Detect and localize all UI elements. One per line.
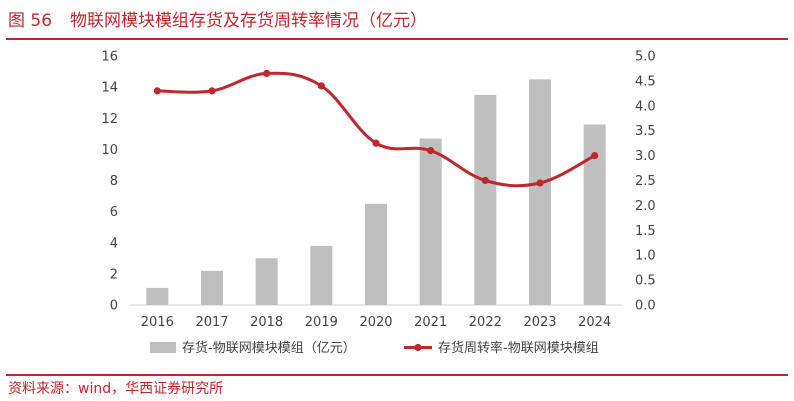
- turnover-point: [153, 87, 161, 95]
- turnover-point: [372, 139, 380, 147]
- y-right-tick-label: 1.0: [635, 249, 656, 264]
- inventory-bar: [146, 287, 169, 305]
- y-left-tick-label: 12: [101, 112, 118, 127]
- y-right-tick-label: 4.5: [635, 74, 656, 89]
- y-right-tick-label: 0.5: [635, 274, 656, 289]
- y-left-tick-label: 14: [101, 81, 118, 96]
- inventory-bar: [201, 270, 223, 305]
- y-left-tick-label: 8: [110, 174, 118, 189]
- x-tick-label: 2024: [578, 315, 611, 330]
- y-right-tick-label: 1.5: [635, 224, 656, 239]
- figure-number: 图 56: [8, 11, 53, 31]
- y-left-tick-label: 4: [110, 236, 118, 251]
- inventory-bar: [365, 203, 387, 305]
- y-right-tick-label: 3.0: [635, 149, 656, 164]
- figure-title: 图 56 物联网模块模组存货及存货周转率情况（亿元）: [8, 6, 427, 31]
- y-right-tick-label: 3.5: [635, 124, 656, 139]
- legend-line-label: 存货周转率-物联网模块模组: [438, 340, 599, 356]
- legend-line-marker: [414, 343, 422, 352]
- y-left-tick-label: 10: [101, 143, 118, 158]
- figure-title-text: 物联网模块模组存货及存货周转率情况（亿元）: [70, 11, 428, 31]
- inventory-bar: [419, 138, 442, 305]
- y-right-tick-label: 4.0: [635, 99, 656, 114]
- x-tick-label: 2022: [469, 315, 502, 330]
- turnover-point: [208, 87, 216, 95]
- turnover-point: [536, 179, 544, 187]
- y-right-tick-label: 2.0: [635, 199, 656, 214]
- x-tick-label: 2019: [305, 315, 338, 330]
- x-tick-label: 2017: [195, 315, 228, 330]
- legend-bar-swatch: [150, 342, 176, 353]
- turnover-point: [481, 176, 489, 185]
- turnover-point: [591, 152, 599, 160]
- y-right-tick-label: 2.5: [635, 174, 656, 189]
- x-tick-label: 2016: [141, 315, 174, 330]
- x-tick-label: 2018: [250, 315, 283, 330]
- y-right-tick-label: 5.0: [635, 50, 656, 65]
- x-tick-label: 2021: [414, 315, 447, 330]
- turnover-point: [263, 69, 271, 78]
- inventory-bar: [529, 79, 551, 305]
- y-left-tick-label: 16: [101, 50, 118, 65]
- y-right-tick-label: 0.0: [635, 299, 656, 314]
- inventory-bar: [583, 124, 606, 305]
- source-divider: [6, 374, 788, 376]
- title-divider: [6, 38, 788, 40]
- inventory-bar: [474, 94, 497, 305]
- legend-bar-label: 存货-物联网模块模组（亿元）: [182, 340, 356, 356]
- inventory-bar: [255, 258, 278, 305]
- turnover-point: [317, 82, 325, 90]
- y-left-tick-label: 2: [110, 267, 118, 282]
- source-note: 资料来源：wind，华西证券研究所: [8, 381, 224, 397]
- x-tick-label: 2023: [523, 315, 556, 330]
- y-left-tick-label: 6: [110, 205, 118, 220]
- x-tick-label: 2020: [359, 315, 392, 330]
- inventory-bar: [310, 245, 333, 305]
- y-left-tick-label: 0: [110, 299, 118, 314]
- turnover-point: [427, 147, 435, 155]
